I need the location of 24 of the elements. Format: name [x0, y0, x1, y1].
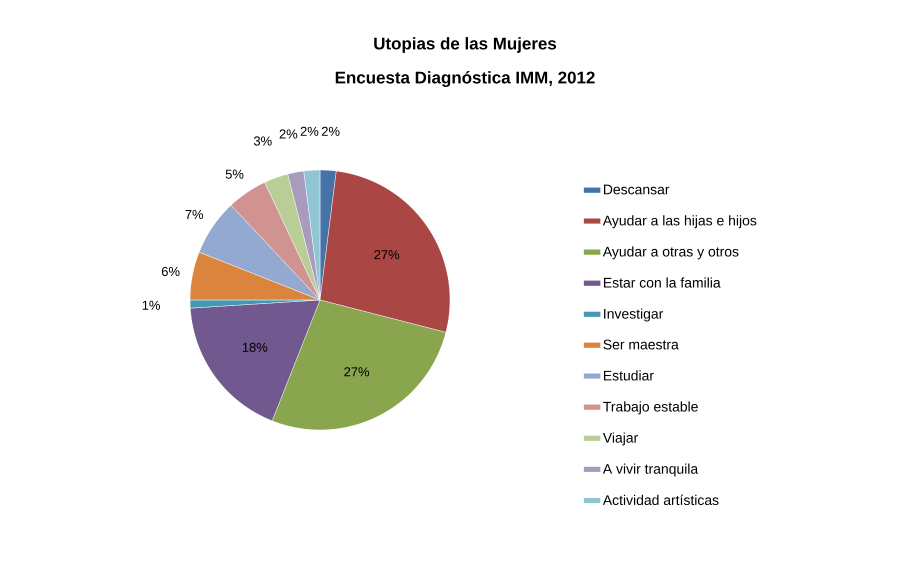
data-label: 6% — [162, 266, 180, 276]
data-label: 2% — [280, 129, 298, 139]
legend-label: Ayudar a otras y otros — [602, 246, 738, 260]
data-label: 1% — [142, 300, 160, 310]
chart-subtitle: Encuesta Diagnóstica IMM, 2012 — [336, 70, 595, 87]
data-label: 27% — [344, 367, 370, 376]
legend-label: Actividad artísticas — [602, 494, 719, 506]
data-label: 7% — [186, 210, 204, 220]
legend-label: Descansar — [604, 184, 670, 194]
data-label: 2% — [322, 126, 340, 136]
data-label: 3% — [254, 136, 272, 146]
data-label: 27% — [374, 250, 400, 260]
legend-label: Ser maestra — [603, 340, 679, 350]
chart-title: Utopias de las Mujeres — [374, 37, 556, 53]
legend-label: A vivir tranquila — [602, 464, 698, 477]
legend-label: Trabajo estable — [603, 401, 698, 414]
data-label: 18% — [242, 342, 268, 352]
data-label: 5% — [226, 170, 244, 179]
legend-label: Ayudar a las hijas e hijos — [602, 215, 756, 228]
legend-label: Estudiar — [604, 370, 654, 381]
legend-label: Viajar — [602, 432, 638, 446]
legend-label: Estar con la familia — [604, 277, 721, 288]
data-label: 2% — [300, 126, 318, 136]
legend-label: Investigar — [604, 308, 664, 322]
